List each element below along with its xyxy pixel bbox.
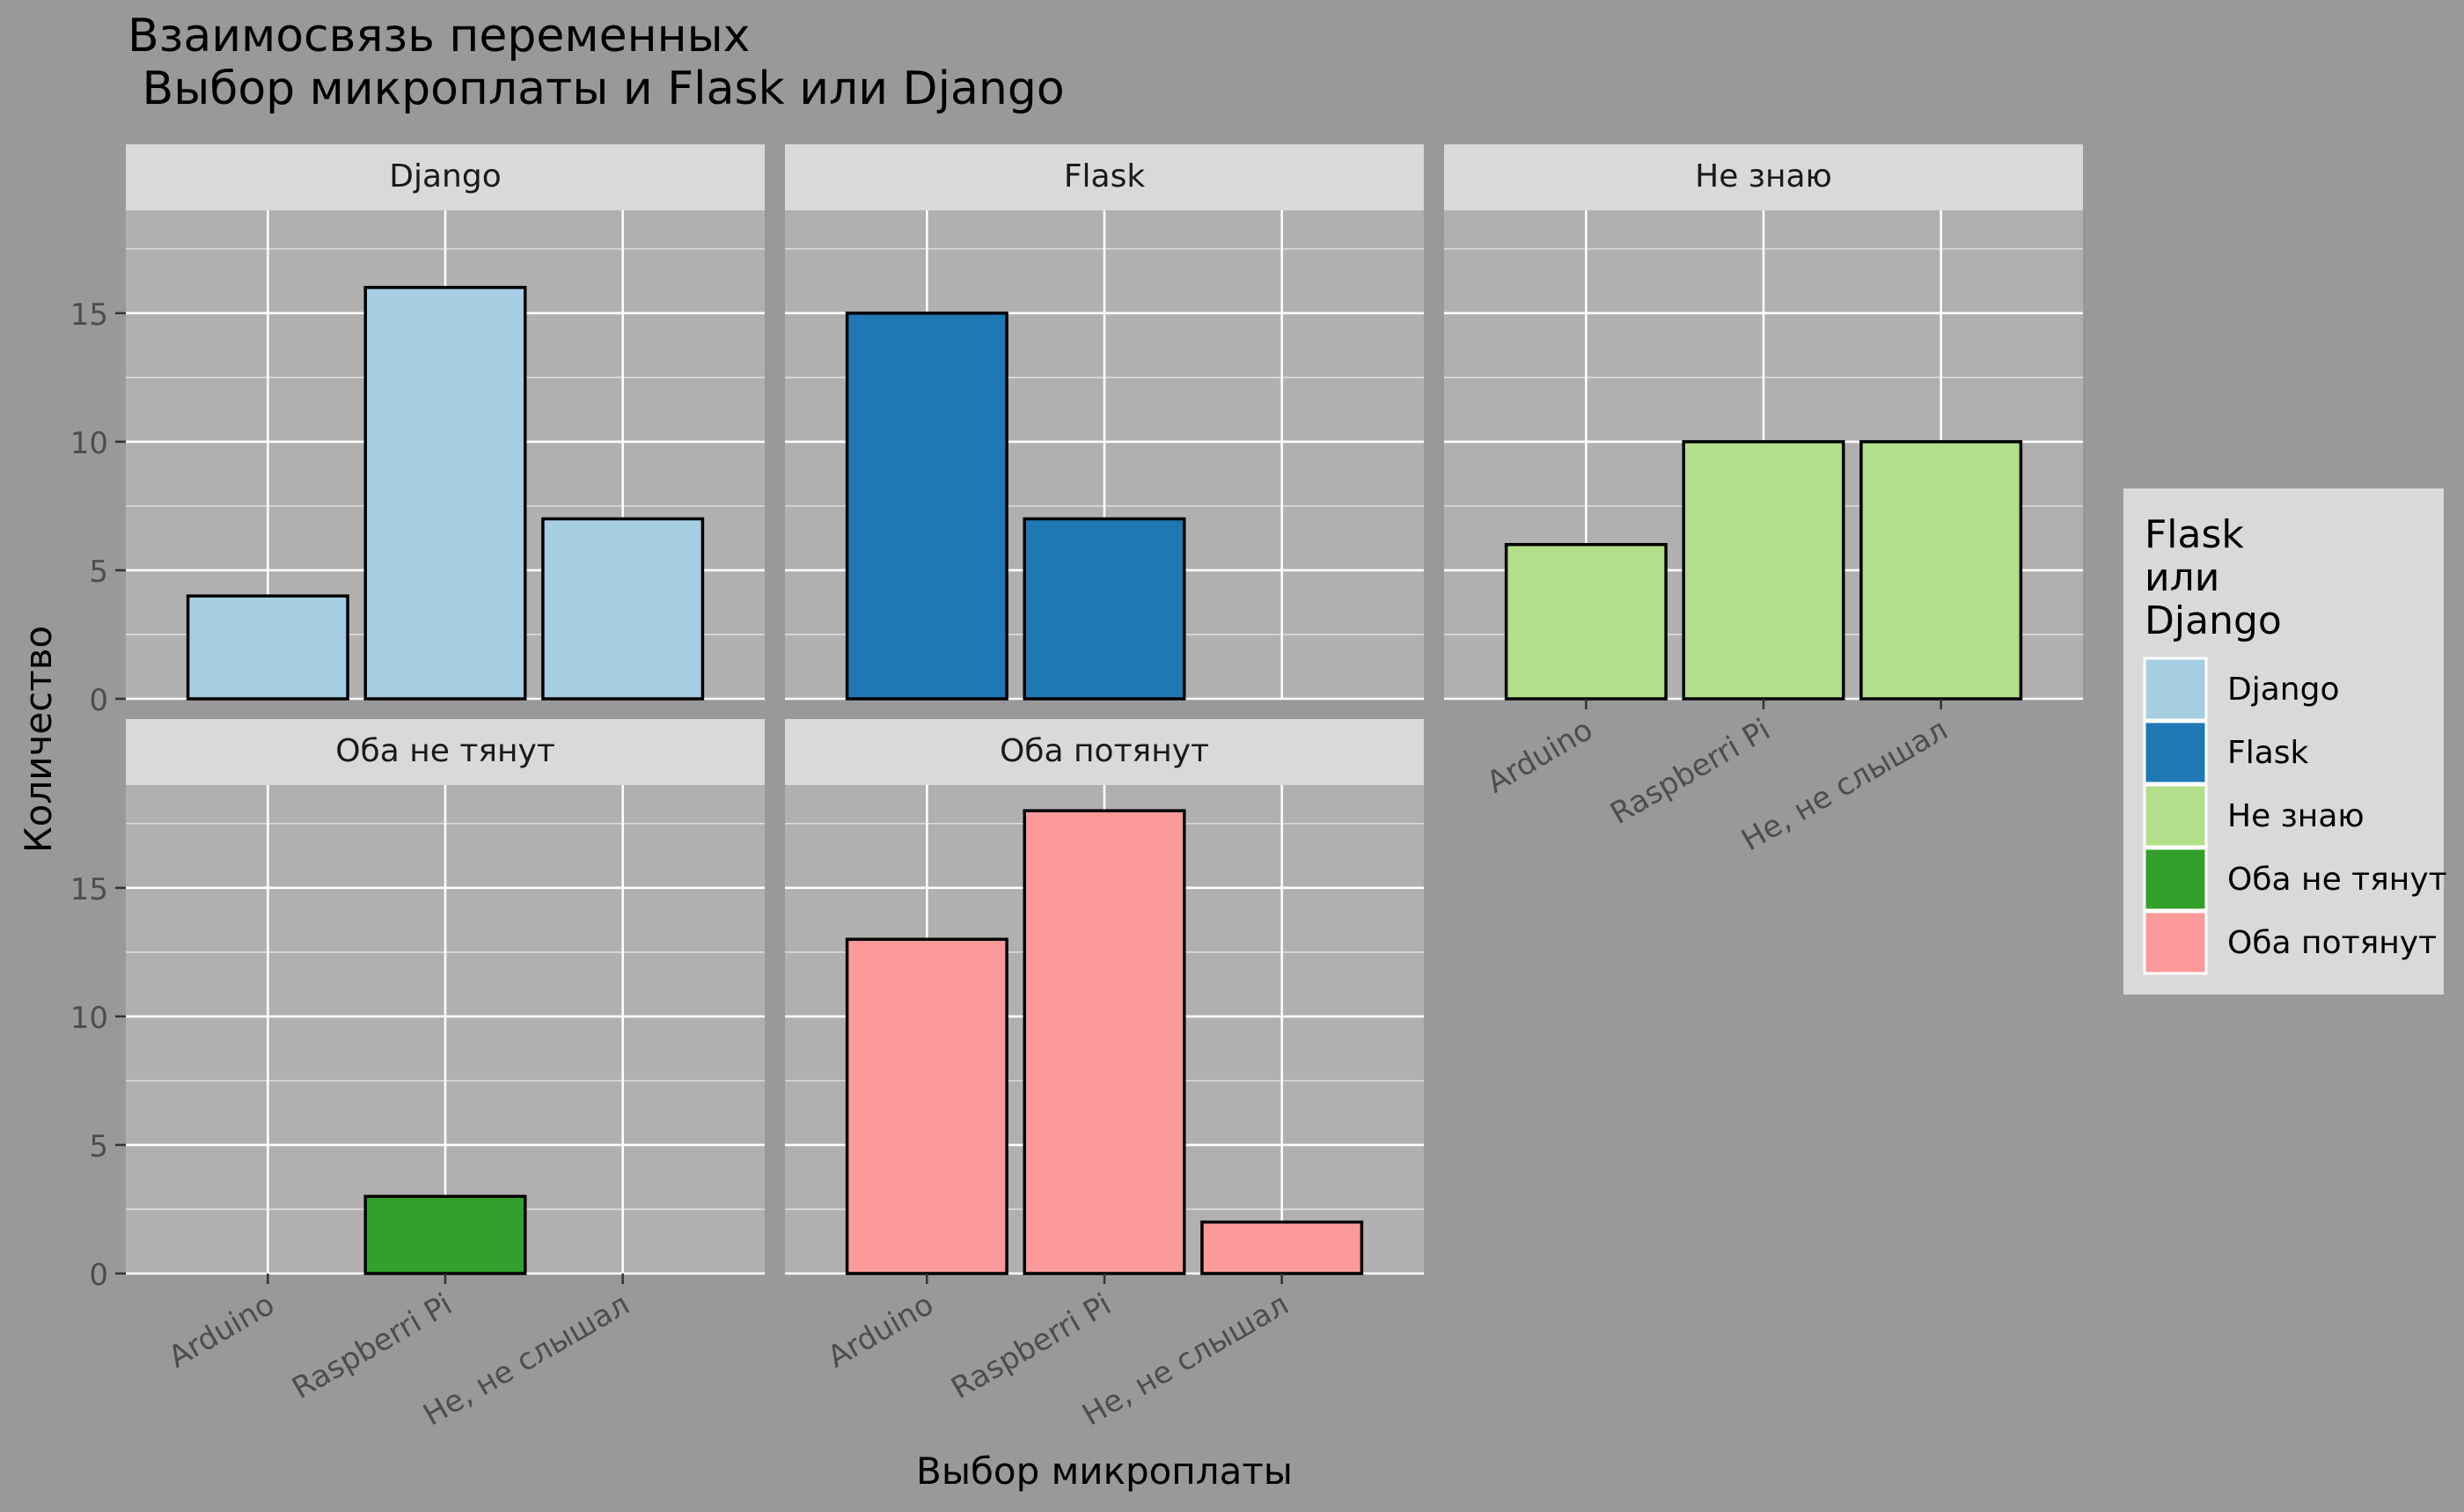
x-tick-label: Raspberri Pi (286, 1287, 458, 1406)
x-tick-label: Arduino (163, 1287, 281, 1375)
facet-strip-label: Django (389, 158, 501, 195)
y-tick-label: 5 (89, 554, 108, 590)
bar (1200, 1220, 1364, 1275)
y-tick-label: 0 (89, 1258, 108, 1293)
legend-label: Оба не тянут (2227, 862, 2447, 898)
facet-strip (785, 144, 1424, 210)
legend-swatch (2143, 847, 2208, 912)
facet-strip (126, 144, 765, 210)
x-tick-label: Arduino (1481, 712, 1599, 800)
facet-strip (785, 719, 1424, 785)
legend-swatch (2143, 910, 2208, 975)
bar (1504, 542, 1668, 701)
bar (845, 312, 1008, 701)
facet-strip-label: Оба потянут (1000, 733, 1209, 769)
legend-title-line: или (2145, 555, 2219, 600)
bar (541, 517, 705, 701)
y-tick-label: 15 (70, 297, 108, 333)
facet-strip-label: Оба не тянут (335, 733, 555, 769)
facet-panel: Django 0 5 10 15 (70, 144, 765, 718)
chart-title-line: Выбор микроплаты и Flask или Django (128, 62, 1065, 115)
bar (1023, 809, 1186, 1275)
legend-label: Не знаю (2227, 798, 2365, 834)
bar (1023, 517, 1186, 701)
legend-label: Оба потянут (2227, 925, 2437, 961)
legend-label: Django (2227, 672, 2339, 708)
facet-strip-label: Не знаю (1695, 158, 1832, 195)
legend-title-line: Flask (2145, 512, 2244, 557)
y-tick-label: 10 (70, 426, 108, 461)
facet-strip (1444, 144, 2083, 210)
x-tick-label: Arduino (822, 1287, 940, 1375)
x-tick-label: Raspberri Pi (1604, 712, 1776, 832)
x-tick-label: Raspberri Pi (945, 1287, 1117, 1406)
facet-strip-label: Flask (1064, 158, 1146, 195)
bar (186, 594, 349, 701)
y-tick-label: 0 (89, 683, 108, 718)
legend-label: Flask (2227, 735, 2309, 771)
y-tick-label: 15 (70, 872, 108, 907)
bar (363, 1194, 527, 1275)
legend-swatch (2143, 720, 2208, 785)
chart-title-line: Взаимосвязь переменных (128, 10, 750, 62)
facet-strip (126, 719, 765, 785)
bar (1682, 440, 1845, 701)
bar (1859, 440, 2023, 701)
facet-panel: Flask (785, 144, 1424, 701)
x-axis-title: Выбор микроплаты (916, 1450, 1293, 1493)
bar (363, 285, 527, 701)
legend-title: Flask или Django (2145, 512, 2282, 643)
y-tick-label: 5 (89, 1129, 108, 1164)
chart-title: Взаимосвязь переменных Выбор микроплаты … (128, 10, 1065, 115)
y-axis-title: Количество (17, 626, 60, 853)
legend-title-line: Django (2145, 598, 2282, 643)
legend-swatch (2143, 657, 2208, 722)
y-tick-label: 10 (70, 1001, 108, 1036)
legend-swatch (2143, 783, 2208, 848)
bar (845, 937, 1008, 1275)
